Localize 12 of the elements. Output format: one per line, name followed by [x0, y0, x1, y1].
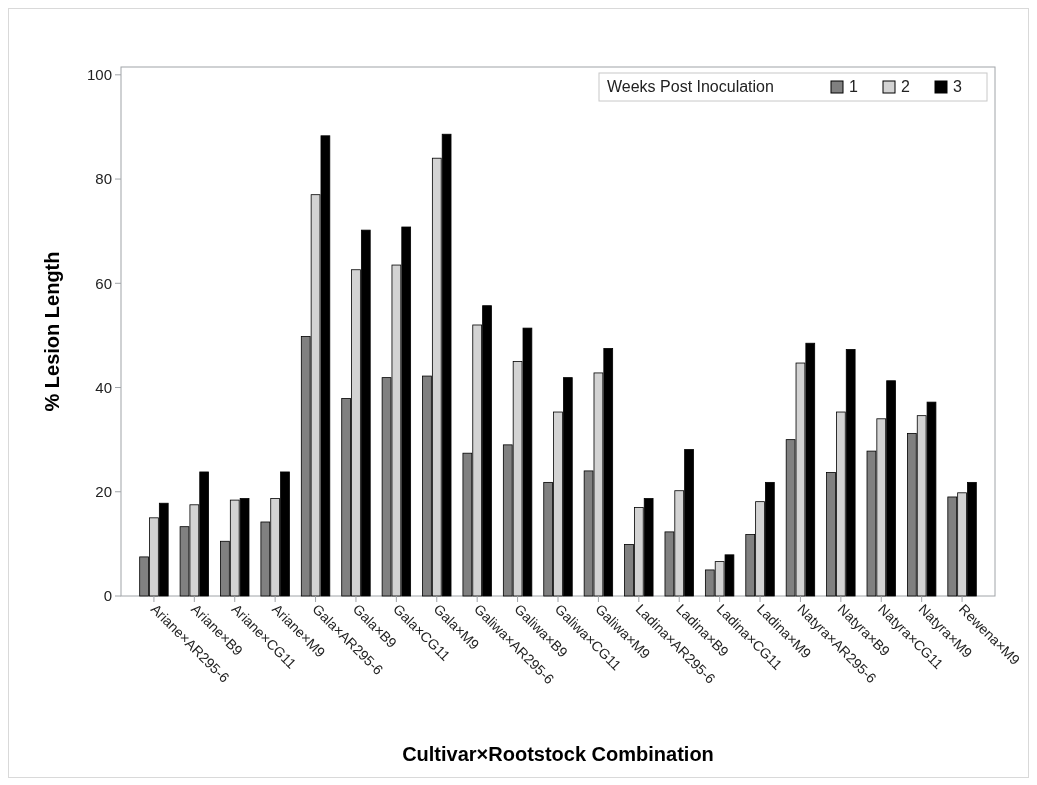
legend-title: Weeks Post Inoculation: [607, 78, 774, 95]
legend-label: 3: [953, 78, 962, 95]
y-tick-label: 0: [103, 587, 112, 605]
legend-label: 1: [849, 78, 858, 95]
y-tick-label: 80: [95, 170, 112, 188]
legend-label: 2: [901, 78, 910, 95]
y-tick-label: 60: [95, 274, 112, 292]
y-tick-label: 20: [95, 483, 112, 501]
y-tick-label: 100: [86, 66, 112, 84]
x-axis-title: Cultivar×Rootstock Combination: [402, 743, 714, 765]
y-axis-title: % Lesion Length: [41, 251, 63, 412]
y-tick-label: 40: [95, 378, 112, 396]
